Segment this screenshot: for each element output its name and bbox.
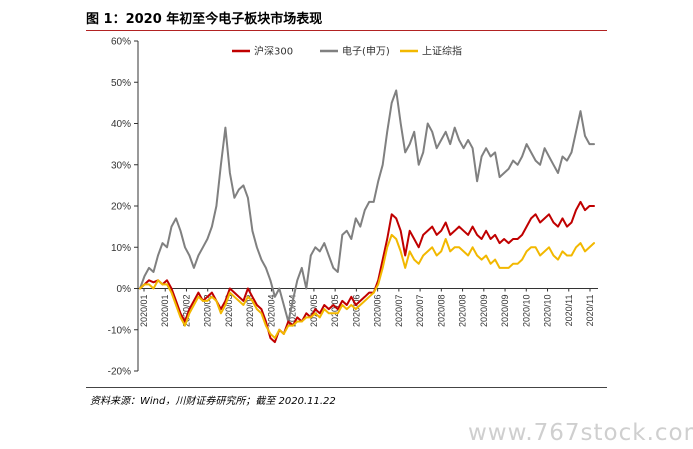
x-tick-label: 2020/09 [500,295,510,328]
legend-label-0: 沪深300 [254,45,293,58]
source-rule [86,387,607,388]
x-tick-label: 2020/07 [415,295,425,328]
figure-title: 图 1：2020 年初至今电子板块市场表现 [86,12,323,27]
x-tick-label: 2020/01 [139,295,149,328]
x-tick-label: 2020/02 [181,295,191,328]
x-tick-label: 2020/03 [224,295,234,328]
x-tick-label: 2020/10 [521,295,531,328]
y-tick-label: 20% [111,202,131,213]
x-tick-label: 2020/11 [564,295,574,327]
watermark: www.767stock.com [468,420,693,446]
x-tick-label: 2020/11 [585,295,595,327]
x-tick-label: 2020/08 [436,295,446,328]
y-tick-label: -20% [108,367,131,378]
y-tick-label: 60% [111,37,131,48]
y-tick-label: 0% [117,284,132,295]
title-rule [86,30,607,31]
x-tick-label: 2020/09 [479,295,489,328]
legend-label-2: 上证综指 [422,45,462,58]
x-tick-label: 2020/05 [330,295,340,328]
y-tick-label: -10% [108,325,131,336]
series-line-1 [139,89,595,323]
y-tick-label: 10% [111,243,131,254]
y-tick-label: 40% [111,119,131,130]
x-tick-label: 2020/06 [351,295,361,328]
series-line-2 [139,233,595,339]
axes: 60% 50% 40% 30% 20% 10% 0% -10% -20% 2020/01 2020/… [108,37,598,378]
x-tick-label: 2020/04 [266,295,276,328]
y-tick-label: 50% [111,78,131,89]
x-tick-label: 2020/02 [203,295,213,328]
x-tick-label: 2020/03 [245,295,255,328]
x-tick-label: 2020/06 [373,295,383,328]
legend: 沪深300 电子(申万) 上证综指 [232,45,462,58]
x-tick-label: 2020/04 [288,295,298,328]
x-tick-label: 2020/10 [543,295,553,328]
x-tick-label: 2020/01 [160,295,170,328]
legend-label-1: 电子(申万) [342,45,390,58]
y-tick-label: 30% [111,160,131,171]
x-tick-label: 2020/08 [458,295,468,328]
x-tick-label: 2020/07 [394,295,404,328]
source-note: 资料来源：Wind，川财证券研究所；截至 2020.11.22 [90,396,336,407]
series-layer [139,89,595,344]
